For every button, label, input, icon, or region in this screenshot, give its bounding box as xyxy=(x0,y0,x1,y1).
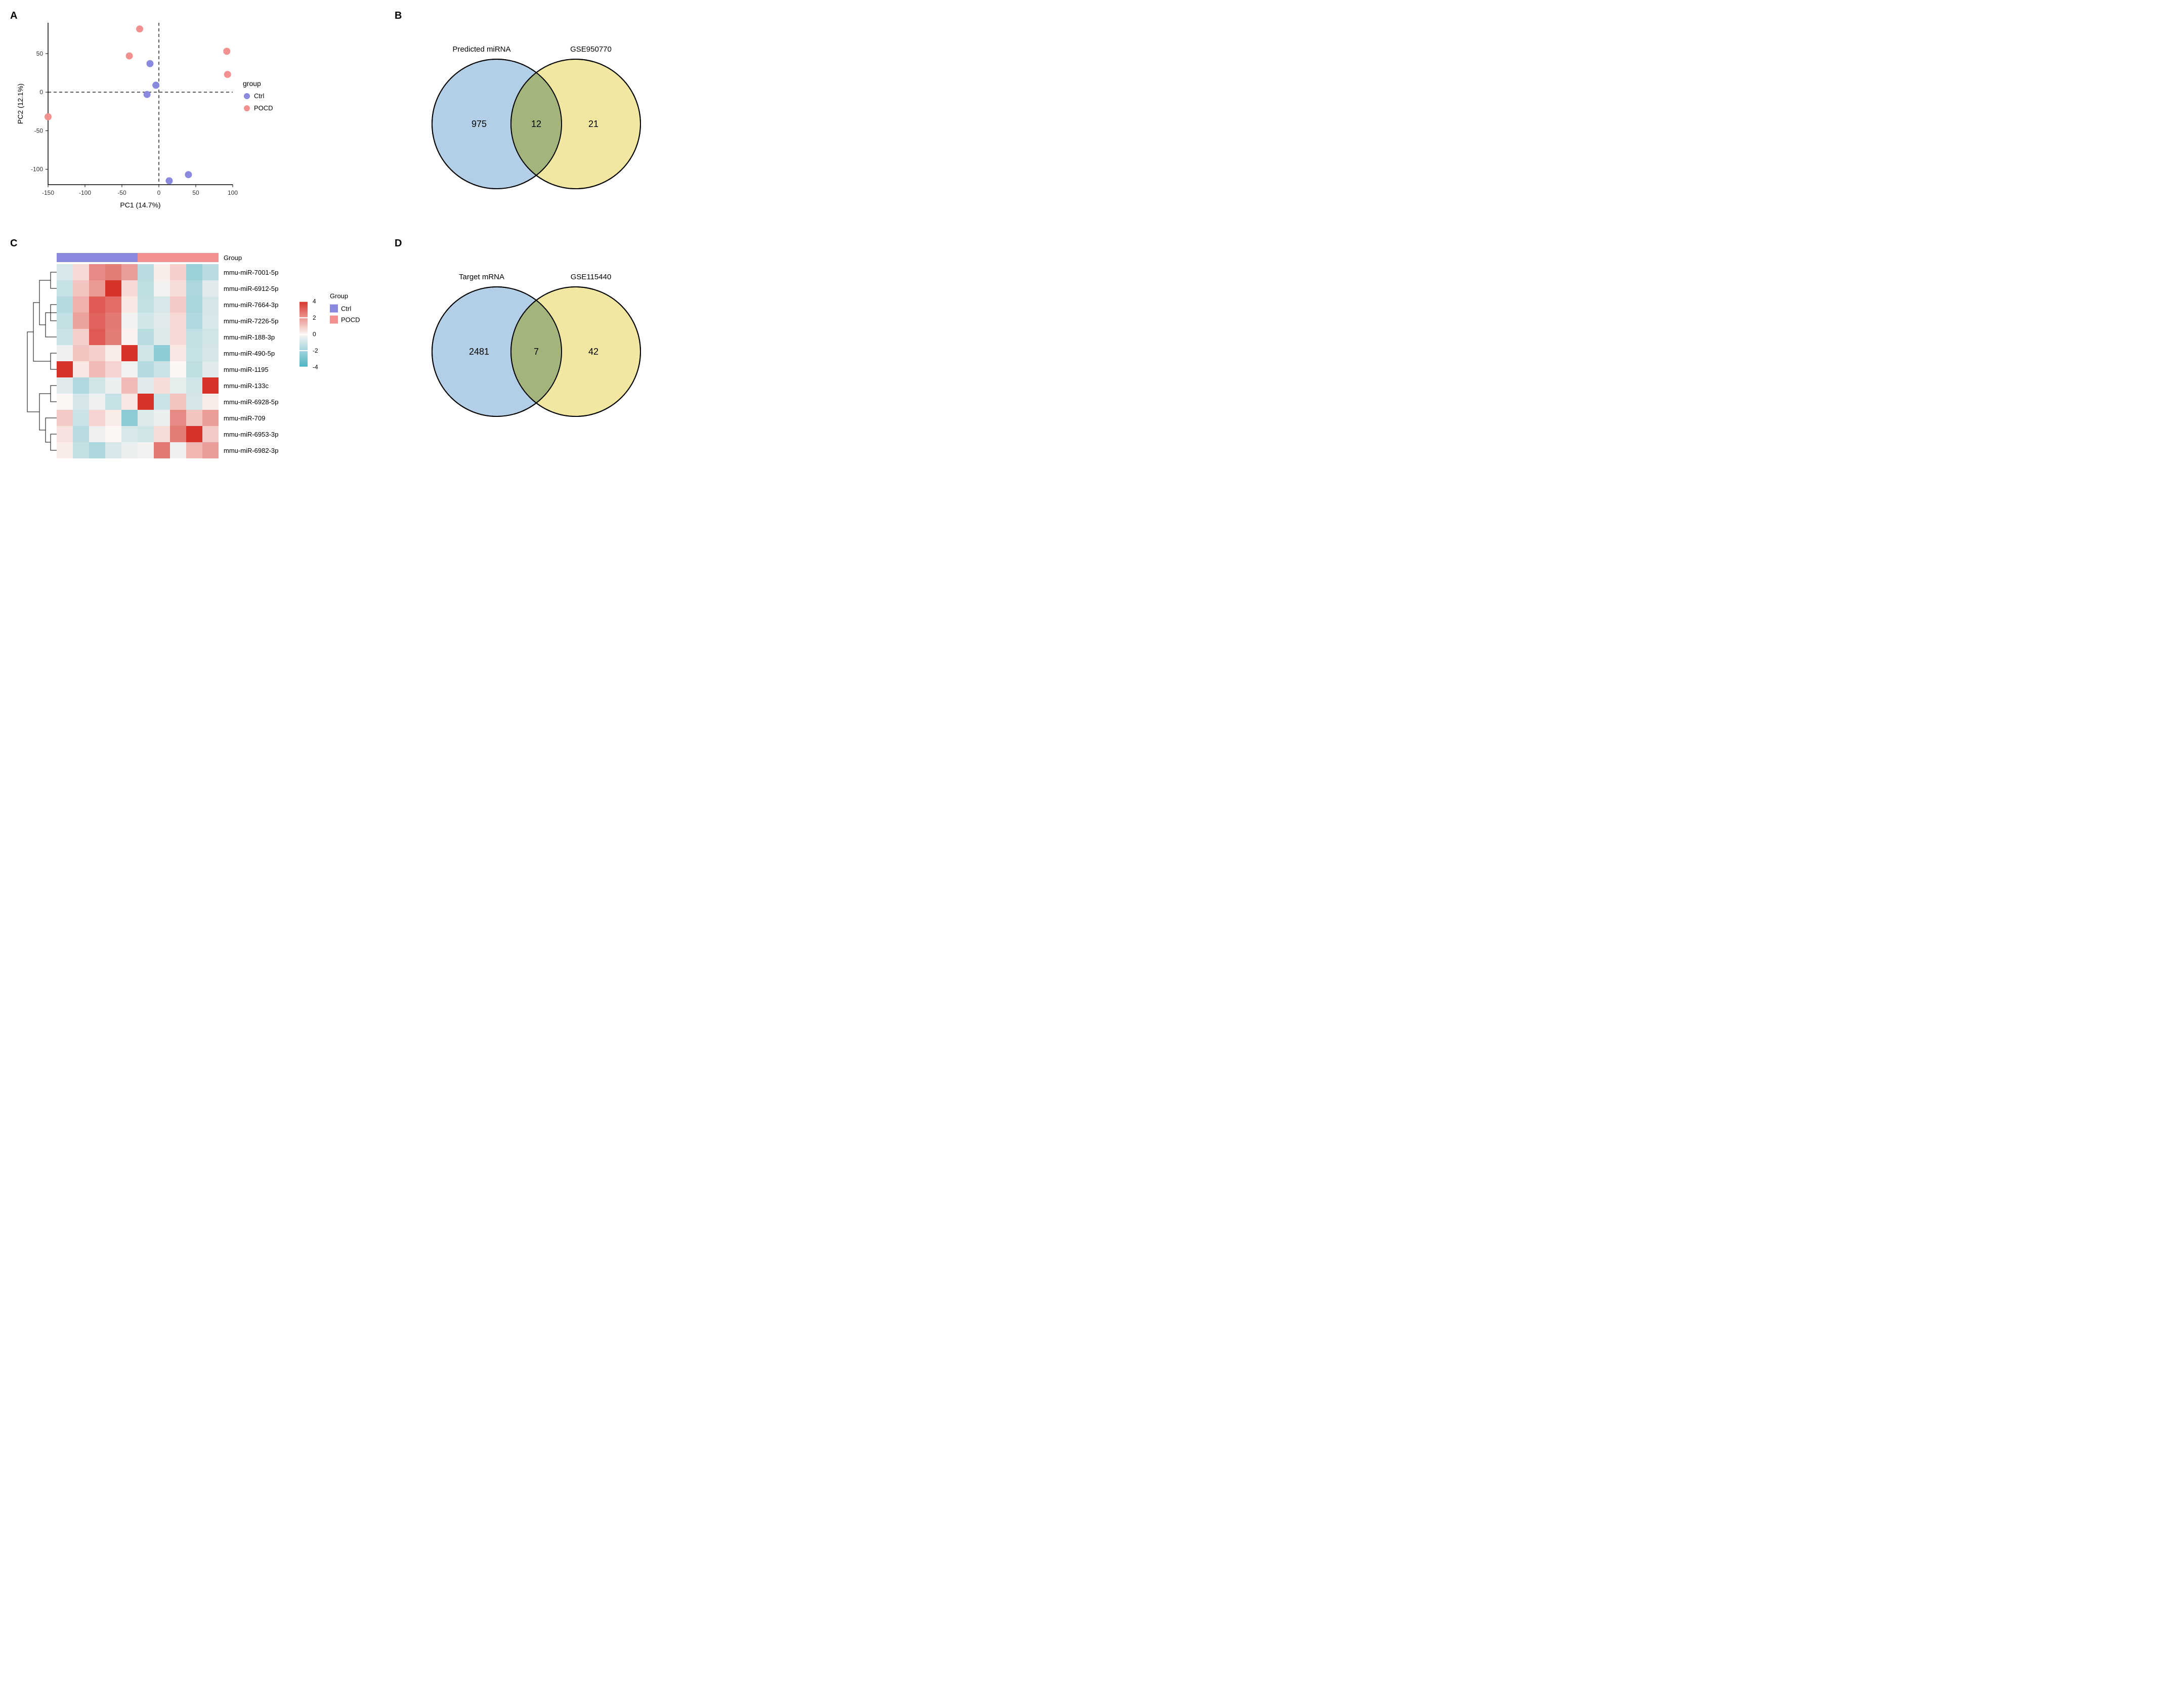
svg-text:0: 0 xyxy=(157,189,161,196)
svg-text:975: 975 xyxy=(472,119,487,129)
svg-text:50: 50 xyxy=(36,50,44,57)
svg-text:mmu-miR-7001-5p: mmu-miR-7001-5p xyxy=(224,269,278,276)
svg-text:PC1 (14.7%): PC1 (14.7%) xyxy=(120,201,160,209)
panel-a: A -150 -100 -50 0 50 100 -100 -50 0 50 PC1 (14.7%)… xyxy=(10,10,374,212)
pca-scatter: -150 -100 -50 0 50 100 -100 -50 0 50 PC1 (14.7%) PC… xyxy=(10,10,293,212)
figure-grid: A -150 -100 -50 0 50 100 -100 -50 0 50 PC1 (14.7%)… xyxy=(10,10,648,481)
panel-c: C Group mmu-miR-7001-5p mmu-miR-6912-5p mmu… xyxy=(10,238,374,481)
svg-text:Group: Group xyxy=(224,254,242,262)
svg-text:2: 2 xyxy=(313,314,316,321)
svg-text:-2: -2 xyxy=(313,347,318,354)
svg-text:group: group xyxy=(243,79,261,88)
svg-text:PC2 (12.1%): PC2 (12.1%) xyxy=(16,83,24,124)
svg-text:Ctrl: Ctrl xyxy=(341,305,351,313)
svg-text:mmu-miR-133c: mmu-miR-133c xyxy=(224,382,269,390)
svg-text:0: 0 xyxy=(313,331,316,338)
svg-text:mmu-miR-490-5p: mmu-miR-490-5p xyxy=(224,350,275,357)
svg-text:50: 50 xyxy=(192,189,199,196)
svg-text:2481: 2481 xyxy=(469,347,489,357)
svg-text:POCD: POCD xyxy=(341,316,360,324)
svg-text:42: 42 xyxy=(588,347,598,357)
svg-text:4: 4 xyxy=(313,298,316,305)
svg-text:mmu-miR-709: mmu-miR-709 xyxy=(224,414,265,422)
svg-text:-50: -50 xyxy=(117,189,126,196)
svg-text:POCD: POCD xyxy=(254,104,273,112)
svg-text:Predicted miRNA: Predicted miRNA xyxy=(452,45,510,54)
venn-d: Target mRNA GSE115440 2481 7 42 xyxy=(395,238,678,440)
panel-d: D Target mRNA GSE115440 2481 7 42 xyxy=(395,238,678,481)
svg-text:-4: -4 xyxy=(313,364,318,371)
panel-c-label: C xyxy=(10,238,17,249)
svg-text:0: 0 xyxy=(39,89,43,96)
svg-text:GSE950770: GSE950770 xyxy=(570,45,612,54)
svg-text:GSE115440: GSE115440 xyxy=(571,273,612,281)
svg-text:100: 100 xyxy=(228,189,238,196)
svg-text:12: 12 xyxy=(531,119,541,129)
svg-text:Target mRNA: Target mRNA xyxy=(459,273,504,281)
svg-text:Group: Group xyxy=(330,292,348,300)
panel-b: B Predicted miRNA GSE950770 975 12 21 xyxy=(395,10,678,212)
svg-text:mmu-miR-6982-3p: mmu-miR-6982-3p xyxy=(224,447,278,454)
svg-text:Ctrl: Ctrl xyxy=(254,92,264,100)
venn-b: Predicted miRNA GSE950770 975 12 21 xyxy=(395,10,678,212)
svg-text:mmu-miR-7664-3p: mmu-miR-7664-3p xyxy=(224,301,278,309)
svg-text:7: 7 xyxy=(534,347,539,357)
svg-text:mmu-miR-6953-3p: mmu-miR-6953-3p xyxy=(224,431,278,438)
svg-text:mmu-miR-188-3p: mmu-miR-188-3p xyxy=(224,333,275,341)
panel-d-label: D xyxy=(395,238,402,249)
svg-text:mmu-miR-1195: mmu-miR-1195 xyxy=(224,366,269,373)
panel-a-label: A xyxy=(10,10,17,22)
svg-text:mmu-miR-7226-5p: mmu-miR-7226-5p xyxy=(224,317,278,325)
panel-b-label: B xyxy=(395,10,402,22)
svg-text:mmu-miR-6928-5p: mmu-miR-6928-5p xyxy=(224,398,278,406)
svg-text:-100: -100 xyxy=(31,166,43,173)
svg-text:21: 21 xyxy=(588,119,598,129)
svg-text:mmu-miR-6912-5p: mmu-miR-6912-5p xyxy=(224,285,278,292)
svg-text:-150: -150 xyxy=(42,189,54,196)
svg-text:-50: -50 xyxy=(34,127,44,134)
heatmap: Group mmu-miR-7001-5p mmu-miR-6912-5p mmu-m… xyxy=(10,238,374,481)
svg-text:-100: -100 xyxy=(79,189,91,196)
